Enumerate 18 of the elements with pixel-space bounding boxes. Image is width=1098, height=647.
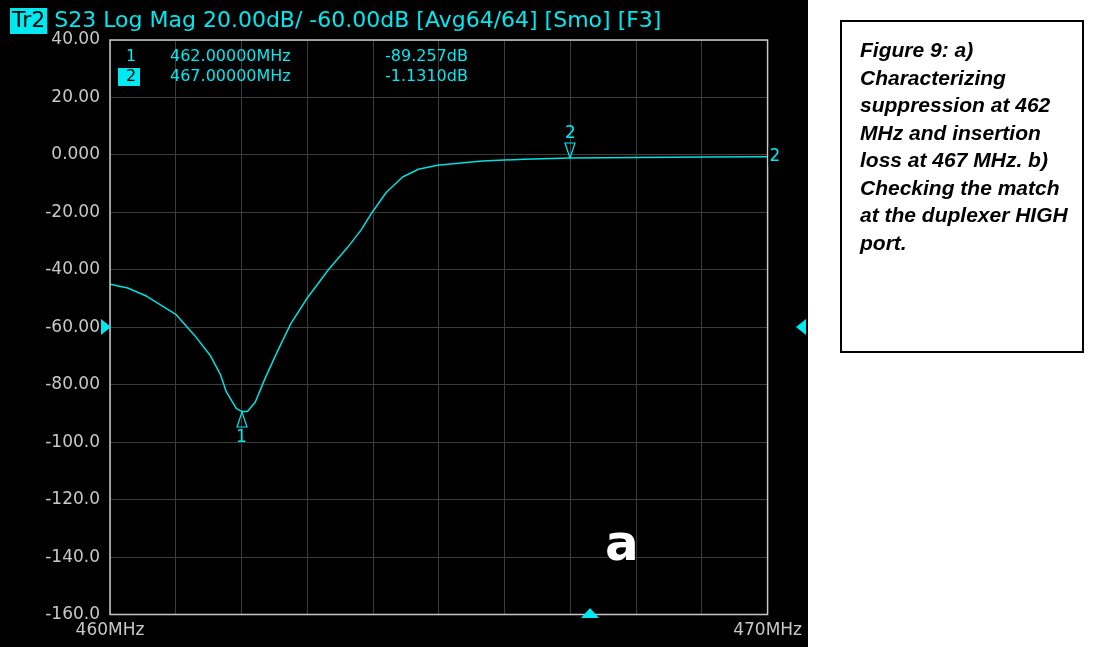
- y-tick-label: 0.000: [51, 143, 100, 164]
- annotation: 1: [236, 426, 247, 447]
- text: 1 462.00000MHz -89.257dB: [125, 46, 468, 66]
- annotation: 2: [769, 145, 781, 166]
- y-tick-label: -40.00: [45, 258, 100, 279]
- x-tick-label: 470MHz: [733, 619, 803, 640]
- annotation: 2: [564, 122, 576, 143]
- y-tick-label: -60.00: [45, 315, 100, 336]
- caption: Figure 9: a) Characterizing suppression at 462 MHz and insertion loss at 467 MHz. b) Checking the match at the duplexer HIGH port.: [840, 20, 1084, 353]
- y-tick-label: 20.00: [51, 85, 100, 106]
- annotation: a: [605, 514, 639, 572]
- y-tick-label: -20.00: [45, 200, 100, 221]
- y-tick-label: -100.0: [45, 430, 100, 451]
- text: 2 467.00000MHz -1.1310dB: [125, 66, 468, 86]
- x-tick-label: 460MHz: [75, 619, 145, 640]
- y-tick-label: -80.00: [45, 373, 100, 394]
- y-tick-label: -120.0: [45, 488, 100, 509]
- y-tick-label: -140.0: [45, 545, 100, 566]
